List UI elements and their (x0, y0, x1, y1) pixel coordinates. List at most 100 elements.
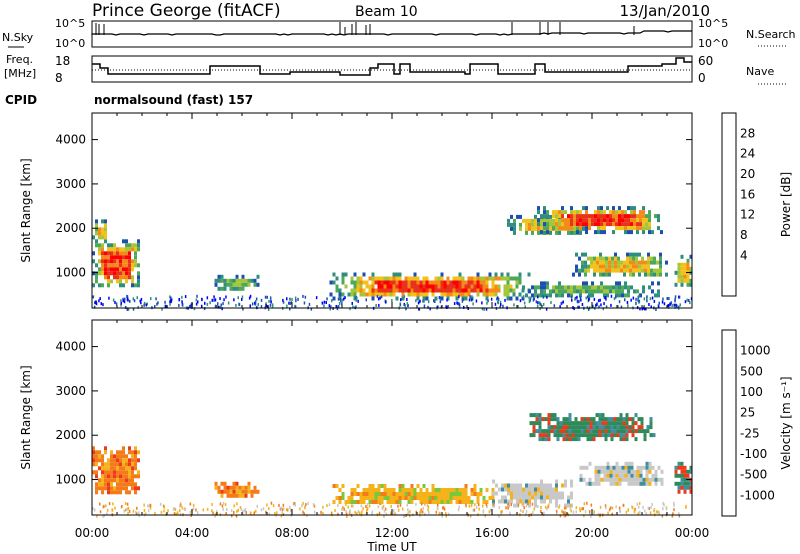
data-cell (677, 266, 681, 271)
data-cell (543, 293, 546, 298)
scatter-cell (376, 295, 379, 298)
freq-panel-frame (91, 55, 693, 83)
data-cell (612, 477, 616, 482)
data-cell (629, 256, 632, 261)
scatter-cell (497, 300, 499, 304)
data-cell (618, 285, 621, 290)
data-cell (134, 466, 137, 471)
scatter-cell (365, 505, 367, 508)
data-cell (565, 437, 569, 442)
data-cell (615, 281, 618, 286)
data-cell (335, 284, 339, 289)
data-cell (609, 285, 612, 290)
data-cell (616, 433, 620, 438)
data-cell (241, 274, 245, 279)
scatter-cell (227, 301, 230, 305)
scatter-cell (233, 298, 235, 302)
data-cell (581, 252, 584, 257)
data-cell (609, 477, 613, 482)
scatter-cell (631, 506, 634, 510)
data-cell (113, 267, 116, 272)
data-cell (573, 289, 576, 294)
data-cell (458, 488, 462, 492)
scatter-cell (673, 508, 675, 512)
scatter-cell (439, 296, 441, 300)
scatter-cell (561, 301, 563, 305)
data-cell (627, 465, 631, 470)
data-cell (683, 485, 687, 490)
data-cell (377, 276, 381, 281)
scatter-cell (183, 507, 186, 511)
scatter-cell (559, 514, 562, 518)
data-cell (380, 276, 384, 281)
data-cell (362, 492, 366, 496)
data-cell (235, 485, 239, 490)
data-cell (220, 493, 224, 498)
data-cell (332, 296, 336, 301)
data-cell (238, 282, 242, 287)
scatter-cell (291, 297, 293, 301)
data-cell (125, 478, 128, 483)
data-cell (561, 210, 564, 215)
scatter-cell (427, 300, 430, 304)
data-cell (101, 486, 104, 491)
data-cell (401, 284, 405, 289)
scatter-cell (658, 512, 660, 516)
scatter-cell (585, 296, 587, 300)
data-cell (549, 483, 552, 488)
scatter-cell (206, 507, 209, 511)
data-cell (544, 433, 548, 438)
scatter-cell (615, 295, 617, 299)
scatter-cell (306, 514, 308, 518)
scatter-cell (399, 303, 402, 307)
data-cell (593, 272, 596, 277)
data-cell (597, 214, 600, 219)
scatter-cell (380, 501, 382, 505)
data-cell (621, 473, 625, 478)
data-cell (332, 280, 336, 285)
data-cell (101, 247, 104, 252)
data-cell (582, 285, 585, 290)
scatter-cell (577, 305, 579, 309)
data-cell (513, 491, 516, 496)
scatter-cell (619, 509, 622, 513)
data-cell (410, 484, 414, 488)
scatter-cell (653, 299, 656, 303)
scatter-cell (213, 298, 215, 302)
data-cell (612, 481, 616, 486)
scatter-cell (288, 505, 291, 509)
data-cell (122, 450, 125, 455)
data-cell (492, 499, 495, 504)
data-cell (220, 278, 224, 283)
data-cell (630, 285, 633, 290)
data-cell (404, 288, 408, 293)
scatter-cell (206, 296, 209, 300)
data-cell (110, 474, 113, 479)
data-cell (332, 272, 336, 277)
data-cell (395, 272, 399, 277)
scatter-cell (498, 514, 500, 518)
data-cell (642, 206, 645, 211)
data-cell (683, 469, 687, 474)
data-cell (618, 293, 621, 298)
scatter-cell (355, 305, 357, 309)
data-cell (229, 278, 233, 283)
scatter-cell (282, 507, 285, 511)
data-cell (440, 280, 444, 285)
scatter-cell (315, 296, 318, 300)
data-cell (547, 437, 551, 442)
scatter-cell (665, 507, 668, 511)
data-cell (588, 214, 591, 219)
scatter-cell (226, 507, 228, 511)
scatter-cell (270, 300, 272, 304)
data-cell (401, 288, 405, 293)
data-cell (95, 275, 98, 280)
data-cell (137, 275, 140, 280)
data-cell (470, 500, 474, 504)
data-cell (619, 437, 623, 442)
data-cell (434, 488, 438, 492)
data-cell (534, 226, 537, 231)
data-cell (131, 466, 134, 471)
data-cell (217, 274, 221, 279)
scatter-cell (349, 307, 351, 311)
